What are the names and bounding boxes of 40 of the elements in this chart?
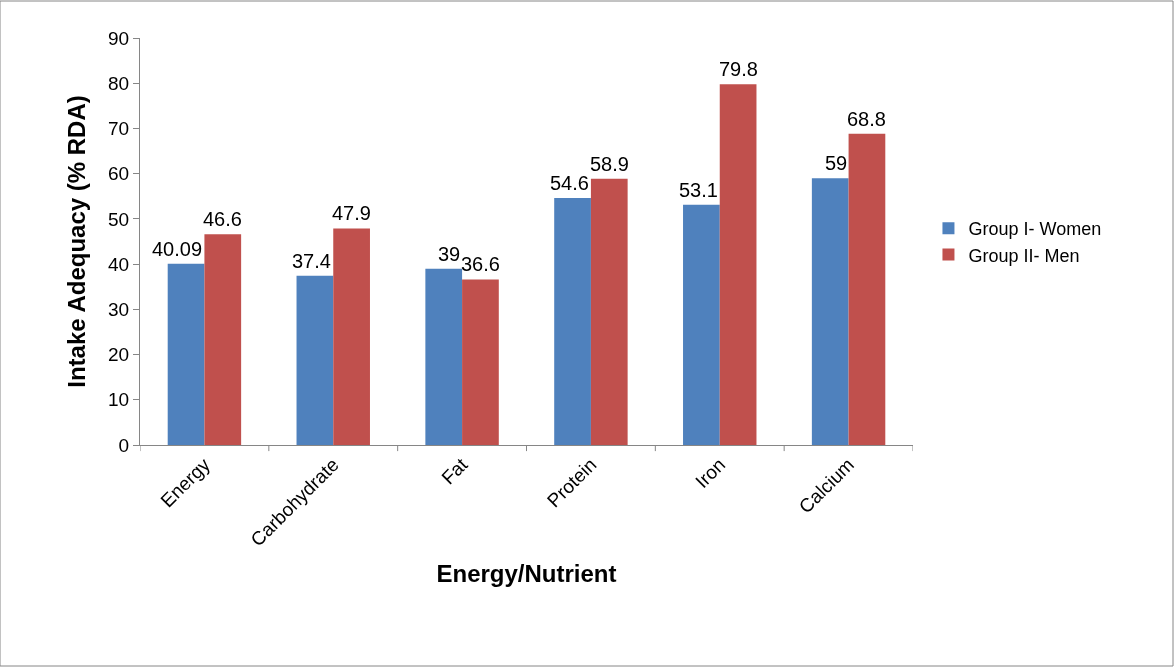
y-tick-label: 40 xyxy=(108,253,130,275)
y-tick-label: 10 xyxy=(108,389,130,411)
bar xyxy=(554,198,591,445)
y-axis-title: Intake Adequacy (% RDA) xyxy=(63,95,91,388)
bar xyxy=(333,228,370,445)
data-label: 37.4 xyxy=(292,250,331,272)
bar xyxy=(811,178,849,445)
y-tick-label: 90 xyxy=(108,27,130,49)
y-tick-label: 30 xyxy=(108,298,130,320)
y-tick-label: 60 xyxy=(108,163,130,185)
bar xyxy=(590,178,628,445)
x-tick-label: Iron xyxy=(691,454,730,492)
y-tick-label: 20 xyxy=(108,344,130,366)
data-label: 58.9 xyxy=(590,153,629,175)
bar xyxy=(683,204,720,445)
bar xyxy=(462,279,499,445)
data-label: 39 xyxy=(438,243,461,265)
data-label: 68.8 xyxy=(847,108,886,130)
data-label: 59 xyxy=(825,152,848,174)
legend-label: Group I- Women xyxy=(968,219,1102,240)
x-tick-label: Fat xyxy=(437,453,473,489)
y-tick-label: 70 xyxy=(108,118,130,140)
data-label: 53.1 xyxy=(679,179,718,201)
data-label: 79.8 xyxy=(719,58,758,80)
data-label: 36.6 xyxy=(461,253,500,275)
bar xyxy=(848,133,886,445)
bar xyxy=(719,84,757,445)
legend-label: Group II- Men xyxy=(968,245,1080,266)
x-axis-title: Energy/Nutrient xyxy=(436,559,617,587)
bar xyxy=(425,268,463,445)
data-label: 47.9 xyxy=(332,202,371,224)
data-label: 54.6 xyxy=(550,172,589,194)
y-tick-label: 50 xyxy=(108,208,130,230)
data-label: 46.6 xyxy=(203,208,242,230)
bar xyxy=(167,263,205,445)
data-label: 40.09 xyxy=(152,238,203,260)
y-tick-label: 80 xyxy=(108,72,130,94)
bar xyxy=(296,275,334,445)
y-tick-label: 0 xyxy=(118,434,130,456)
bar xyxy=(204,234,242,445)
